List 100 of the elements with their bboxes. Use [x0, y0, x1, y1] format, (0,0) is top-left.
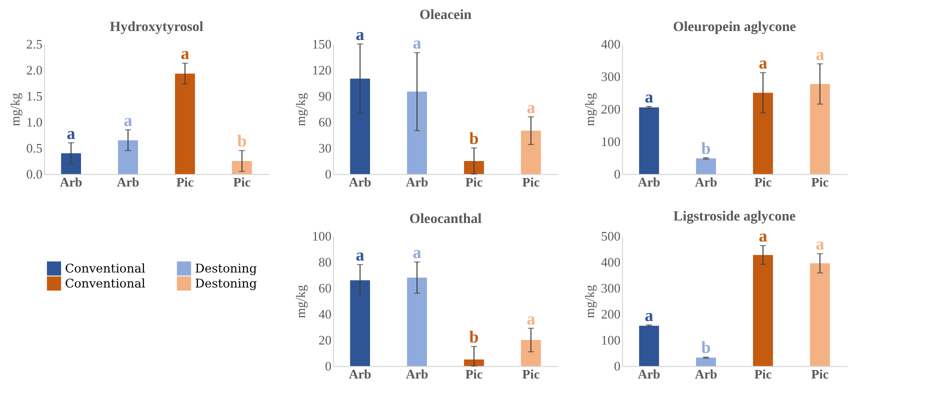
chart-title: Ligstroside aglycone	[673, 210, 796, 225]
bar	[118, 140, 138, 174]
chart-title: Oleocanthal	[409, 212, 482, 227]
y-tick-label: 200	[601, 102, 620, 116]
data-label: a	[526, 98, 536, 117]
y-tick-label: 0	[614, 358, 620, 374]
y-tick-label: 0.0	[26, 166, 42, 182]
x-tick-label: Pic	[754, 174, 772, 190]
data-label: b	[469, 328, 479, 346]
y-tick-label: 40	[318, 306, 332, 322]
x-tick-label: Arb	[638, 366, 660, 382]
bar	[232, 161, 252, 174]
bar	[696, 358, 716, 366]
data-label: a	[758, 54, 768, 73]
data-label: a	[412, 34, 422, 53]
x-tick-label: Pic	[465, 174, 483, 190]
bar	[350, 280, 370, 366]
x-tick-label: Arb	[694, 174, 718, 190]
data-label: a	[758, 226, 768, 246]
bar	[407, 92, 427, 174]
bar	[350, 78, 370, 174]
y-axis-title: mg/kg	[582, 284, 597, 318]
data-label: a	[356, 25, 365, 44]
bar	[753, 254, 773, 366]
x-tick-label: Arb	[348, 366, 372, 382]
bar	[407, 278, 427, 366]
x-tick-label: Arb	[406, 174, 428, 190]
category-label: Destoning	[195, 262, 258, 276]
y-tick-label: 0	[325, 358, 332, 374]
x-tick-label: Pic	[233, 174, 251, 190]
x-tick-label: Pic	[522, 174, 540, 190]
y-tick-label: 90	[318, 88, 332, 104]
bar	[520, 130, 541, 174]
data-label: a	[526, 309, 536, 328]
data-label: b	[237, 132, 247, 151]
y-tick-label: 30	[318, 140, 332, 156]
category-label: Destoning	[195, 276, 258, 290]
y-axis-title: mg/kg	[7, 92, 22, 126]
y-tick-label: 100	[601, 332, 620, 348]
y-tick-label: 60	[318, 114, 332, 130]
x-tick-label: Arb	[116, 174, 140, 190]
data-label: a	[644, 87, 654, 106]
x-tick-label: Pic	[465, 366, 483, 382]
y-tick-label: 80	[318, 254, 332, 270]
x-tick-label: Arb	[60, 174, 82, 190]
data-label: a	[66, 124, 76, 143]
data-label: a	[356, 246, 365, 265]
y-tick-label: 400	[601, 254, 620, 270]
bar	[810, 84, 830, 174]
bar	[520, 340, 541, 366]
x-tick-label: Arb	[406, 366, 428, 382]
bar	[639, 326, 660, 366]
y-tick-label: 300	[601, 280, 620, 296]
data-label: a	[816, 44, 825, 64]
bar	[464, 360, 484, 366]
y-tick-label: 100	[312, 228, 332, 244]
y-tick-label: 1.5	[26, 88, 42, 104]
bar	[464, 161, 484, 174]
category-label: Conventional	[65, 276, 146, 290]
y-tick-label: 0.5	[26, 140, 42, 156]
x-tick-label: Pic	[754, 366, 772, 382]
y-axis-title: mg/kg	[582, 92, 597, 126]
y-tick-label: 0	[614, 166, 620, 182]
y-tick-label: 500	[601, 228, 620, 244]
bar	[753, 92, 773, 174]
bar	[810, 263, 830, 366]
data-label: b	[469, 129, 479, 148]
x-tick-label: Arb	[638, 174, 660, 190]
x-tick-label: Pic	[522, 366, 540, 382]
bar	[696, 158, 716, 174]
data-label: a	[180, 44, 190, 64]
y-tick-label: 400	[601, 36, 620, 52]
data-label: a	[816, 234, 825, 254]
x-tick-label: Pic	[811, 366, 829, 382]
chart-title: Oleuropein aglycone	[672, 20, 796, 35]
y-tick-label: 300	[601, 69, 620, 84]
bar	[61, 153, 82, 174]
bar	[639, 107, 660, 174]
data-label: a	[412, 243, 422, 262]
chart-title: Hydroxytyrosol	[110, 20, 204, 35]
bar	[175, 74, 195, 174]
category-label: Conventional	[65, 262, 146, 276]
data-label: b	[701, 338, 711, 358]
y-axis-title: mg/kg	[293, 284, 308, 318]
data-label: b	[701, 138, 711, 158]
data-label: a	[644, 306, 654, 325]
chart-title: Oleacein	[419, 8, 472, 23]
x-tick-label: Arb	[348, 174, 372, 190]
y-tick-label: 0	[325, 166, 332, 182]
y-tick-label: 2.0	[26, 62, 42, 78]
y-tick-label: 20	[318, 332, 332, 348]
y-tick-label: 100	[601, 134, 620, 149]
y-tick-label: 2.5	[26, 36, 42, 52]
data-label: a	[124, 110, 133, 130]
x-tick-label: Pic	[811, 174, 829, 190]
y-axis-title: mg/kg	[293, 92, 308, 126]
y-tick-label: 120	[312, 62, 332, 78]
x-tick-label: Arb	[694, 366, 718, 382]
y-tick-label: 150	[312, 36, 332, 52]
x-tick-label: Pic	[176, 174, 194, 190]
